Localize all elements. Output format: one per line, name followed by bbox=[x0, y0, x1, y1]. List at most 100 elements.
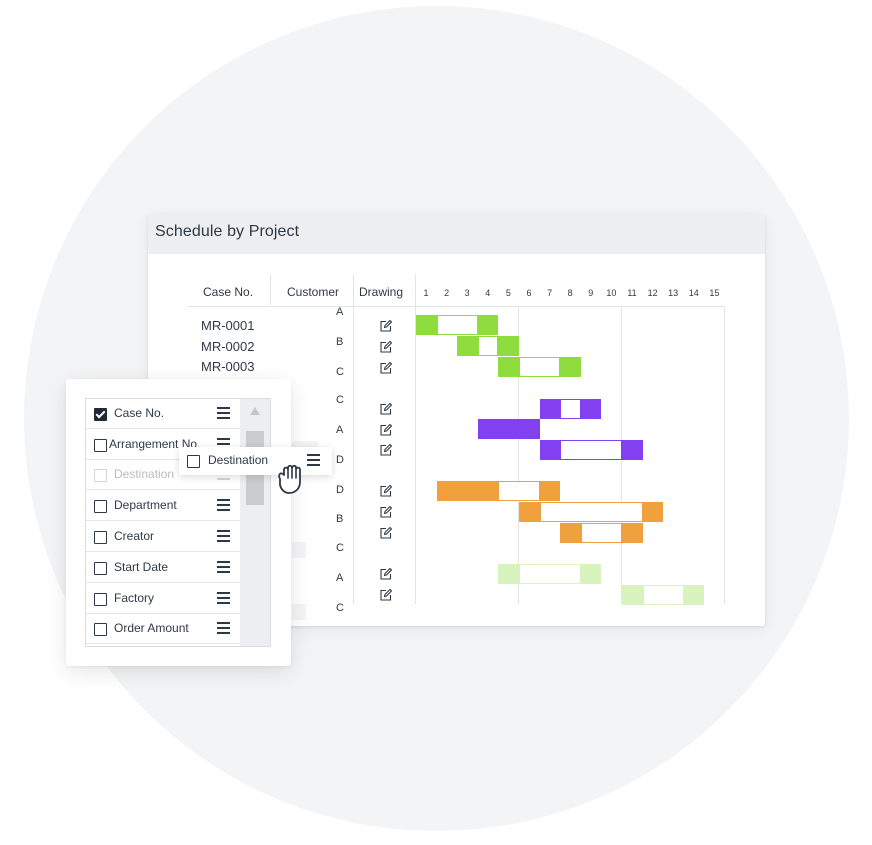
customer-cell: D bbox=[336, 454, 344, 466]
gantt-segment[interactable] bbox=[519, 564, 581, 584]
gantt-segment[interactable] bbox=[519, 502, 540, 522]
edit-icon[interactable] bbox=[379, 567, 393, 581]
gantt-segment[interactable] bbox=[477, 419, 540, 439]
scroll-up-arrow-icon[interactable] bbox=[250, 407, 260, 415]
gantt-segment[interactable] bbox=[560, 523, 581, 543]
day-header: 4 bbox=[485, 288, 491, 298]
column-item[interactable]: Start Date bbox=[86, 553, 240, 583]
edit-icon[interactable] bbox=[379, 319, 393, 333]
edit-icon[interactable] bbox=[379, 588, 393, 602]
dragging-column-item[interactable]: Destination bbox=[179, 447, 332, 475]
checkbox[interactable] bbox=[94, 623, 107, 636]
edit-icon[interactable] bbox=[379, 402, 393, 416]
checkbox[interactable] bbox=[94, 469, 107, 482]
drag-handle-icon[interactable] bbox=[217, 592, 230, 604]
column-item-label: Creator bbox=[114, 529, 155, 543]
gantt-segment[interactable] bbox=[580, 564, 602, 584]
gantt-segment[interactable] bbox=[477, 336, 499, 356]
column-header-drawing[interactable]: Drawing bbox=[359, 285, 404, 299]
gantt-segment[interactable] bbox=[622, 440, 643, 460]
gantt-segment[interactable] bbox=[498, 336, 519, 356]
gantt-segment[interactable] bbox=[436, 481, 499, 501]
gantt-segment[interactable] bbox=[622, 523, 643, 543]
gantt-segment[interactable] bbox=[580, 523, 622, 543]
column-item[interactable]: Case No. bbox=[86, 399, 240, 429]
customer-cell: D bbox=[336, 484, 344, 496]
customer-cell: B bbox=[336, 513, 344, 525]
checkbox[interactable] bbox=[94, 439, 107, 452]
day-header: 14 bbox=[688, 288, 699, 298]
column-item[interactable]: Factory bbox=[86, 584, 240, 614]
column-header-case-no[interactable]: Case No. bbox=[203, 285, 254, 299]
day-header: 1 bbox=[423, 288, 429, 298]
gantt-segment[interactable] bbox=[416, 315, 437, 335]
card-header: Schedule by Project bbox=[148, 214, 765, 254]
day-header: 5 bbox=[505, 288, 511, 298]
case-no-cell[interactable]: MR-0002 bbox=[201, 339, 255, 354]
checkbox[interactable] bbox=[94, 531, 107, 544]
edit-icon[interactable] bbox=[379, 423, 393, 437]
drag-handle-icon[interactable] bbox=[217, 530, 230, 542]
drag-handle-icon[interactable] bbox=[217, 622, 230, 634]
edit-icon[interactable] bbox=[379, 484, 393, 498]
gantt-segment[interactable] bbox=[498, 357, 519, 377]
scrollbar[interactable] bbox=[240, 399, 270, 646]
checkbox[interactable] bbox=[94, 408, 107, 421]
customer-cell: C bbox=[336, 394, 344, 406]
drag-handle-icon[interactable] bbox=[217, 407, 230, 419]
column-item-label: Arrangement No. bbox=[109, 437, 201, 451]
gantt-segment[interactable] bbox=[457, 336, 478, 356]
day-header: 15 bbox=[709, 288, 720, 298]
column-item-label: Order Amount bbox=[114, 621, 189, 635]
edit-icon[interactable] bbox=[379, 361, 393, 375]
blurred-cell bbox=[292, 604, 306, 620]
case-no-cell[interactable]: MR-0001 bbox=[201, 318, 255, 333]
customer-cell: C bbox=[336, 542, 344, 554]
gantt-segment[interactable] bbox=[622, 585, 643, 605]
edit-icon[interactable] bbox=[379, 340, 393, 354]
checkbox[interactable] bbox=[187, 455, 200, 468]
gantt-segment[interactable] bbox=[683, 585, 705, 605]
gantt-segment[interactable] bbox=[477, 315, 499, 335]
gantt-segment[interactable] bbox=[539, 481, 561, 501]
customer-cell: A bbox=[336, 572, 344, 584]
drag-handle-icon[interactable] bbox=[217, 499, 230, 511]
gantt-segment[interactable] bbox=[498, 564, 519, 584]
column-item[interactable]: Creator bbox=[86, 522, 240, 552]
edit-icon[interactable] bbox=[379, 505, 393, 519]
edit-icon[interactable] bbox=[379, 443, 393, 457]
day-header: 2 bbox=[444, 288, 450, 298]
column-header-customer[interactable]: Customer bbox=[287, 285, 340, 299]
customer-cell: A bbox=[336, 424, 344, 436]
checkbox[interactable] bbox=[94, 593, 107, 606]
column-item[interactable]: Order Amount bbox=[86, 614, 240, 644]
header-divider bbox=[188, 306, 725, 307]
gantt-segment[interactable] bbox=[642, 585, 684, 605]
edit-icon[interactable] bbox=[379, 526, 393, 540]
checkbox[interactable] bbox=[94, 500, 107, 513]
column-divider bbox=[353, 274, 354, 604]
gantt-segment[interactable] bbox=[436, 315, 478, 335]
checkbox[interactable] bbox=[94, 562, 107, 575]
drag-handle-icon[interactable] bbox=[307, 454, 320, 466]
gantt-segment[interactable] bbox=[539, 399, 561, 419]
column-item[interactable]: Department bbox=[86, 491, 240, 521]
gantt-segment[interactable] bbox=[642, 502, 664, 522]
week-divider bbox=[518, 306, 519, 604]
drag-handle-icon[interactable] bbox=[217, 561, 230, 573]
gantt-segment[interactable] bbox=[560, 440, 622, 460]
gantt-segment[interactable] bbox=[539, 440, 561, 460]
gantt-segment[interactable] bbox=[539, 502, 643, 522]
gantt-segment[interactable] bbox=[498, 481, 540, 501]
day-header: 10 bbox=[606, 288, 617, 298]
gantt-segment[interactable] bbox=[560, 357, 581, 377]
column-divider bbox=[270, 274, 271, 305]
dragging-item-label: Destination bbox=[208, 453, 269, 467]
column-item-label: Destination bbox=[114, 467, 175, 481]
page-title: Schedule by Project bbox=[155, 223, 300, 240]
gantt-segment[interactable] bbox=[519, 357, 561, 377]
gantt-segment[interactable] bbox=[560, 399, 581, 419]
gantt-segment[interactable] bbox=[580, 399, 602, 419]
case-no-cell[interactable]: MR-0003 bbox=[201, 359, 255, 374]
column-settings-panel: Case No. Arrangement No. Destination Depart… bbox=[66, 379, 291, 666]
